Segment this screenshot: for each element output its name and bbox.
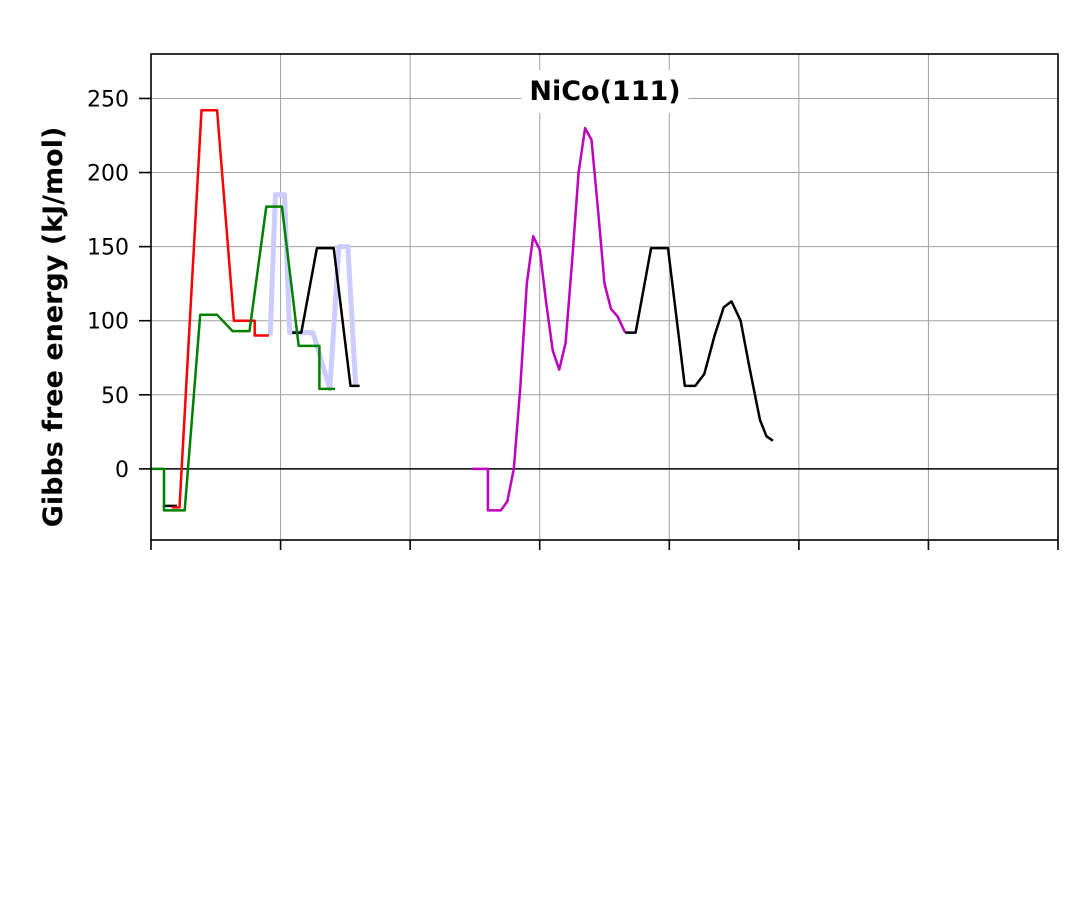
- y-axis-label: Gibbs free energy (kJ/mol): [38, 127, 69, 528]
- y-tick-label-1: 50: [101, 384, 129, 409]
- series-line-1: [292, 246, 360, 388]
- axis-ticks: 0 50 100 150 200 250: [87, 87, 1059, 550]
- series-line-3: [171, 109, 269, 509]
- series-line-0: [267, 192, 359, 392]
- series-line-5: [472, 126, 627, 512]
- plot-frame: [150, 53, 1059, 541]
- y-tick-label-3: 150: [87, 236, 129, 261]
- series-line-6: [625, 246, 774, 442]
- y-tick-label-5: 250: [87, 87, 129, 112]
- chart-title: NiCo(111): [529, 76, 680, 107]
- series-layer: [151, 109, 774, 512]
- y-tick-label-0: 0: [115, 458, 129, 483]
- y-tick-label-4: 200: [87, 162, 129, 187]
- series-line-4: [151, 205, 335, 512]
- chart-title-background: [521, 70, 689, 113]
- y-tick-label-2: 100: [87, 310, 129, 335]
